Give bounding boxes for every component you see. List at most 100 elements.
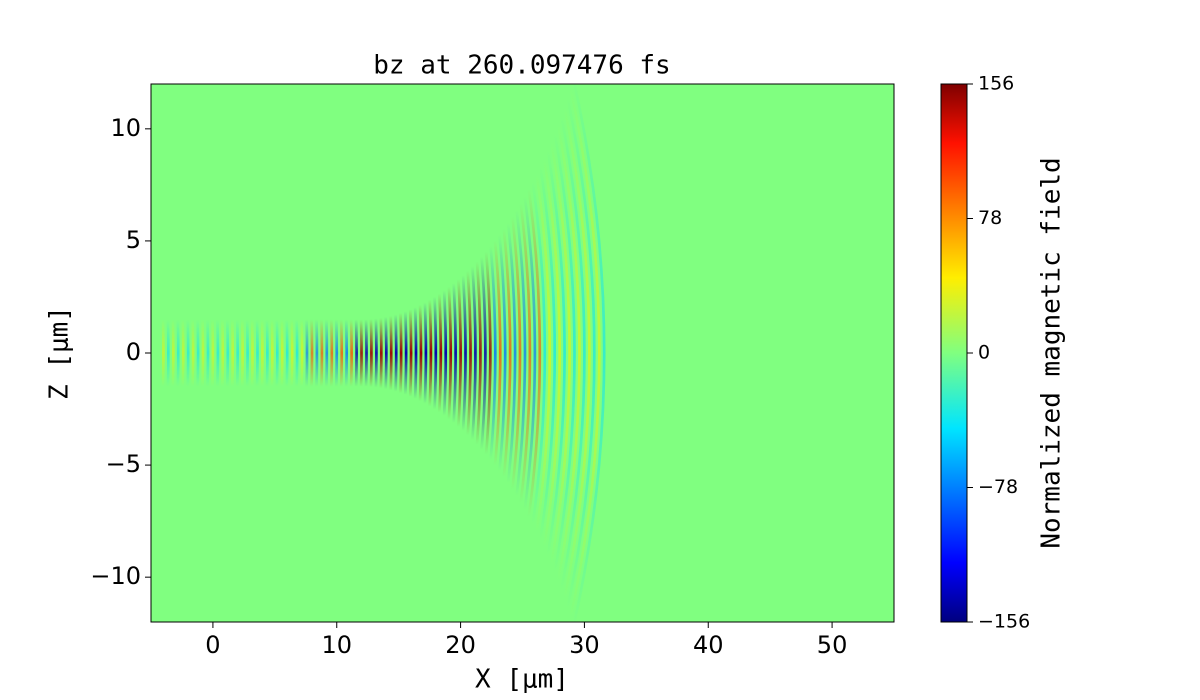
x-tick-label: 0 <box>205 631 220 659</box>
wave-front <box>452 283 457 423</box>
wave-front <box>413 307 418 399</box>
wave-front <box>519 203 532 503</box>
wave-front <box>484 251 492 455</box>
wave-front <box>300 319 304 387</box>
wave-front <box>364 319 368 387</box>
wave-front <box>535 174 552 532</box>
wave-front <box>447 286 453 420</box>
x-tick-label: 40 <box>693 631 724 659</box>
wave-front <box>225 319 230 387</box>
wave-front <box>549 141 571 565</box>
colorbar-tick-label: 78 <box>978 207 1002 229</box>
wave-front <box>349 319 353 387</box>
wave-front <box>320 319 324 387</box>
wave-front <box>171 319 175 387</box>
x-tick-label: 30 <box>569 631 600 659</box>
wave-front <box>196 319 200 387</box>
wave-front <box>354 319 358 387</box>
wave-front <box>456 279 462 427</box>
wave-front <box>235 319 240 387</box>
wave-front <box>408 309 413 397</box>
wave-front <box>569 87 601 619</box>
wave-front <box>493 240 502 466</box>
wave-front <box>418 304 423 402</box>
chart-title: bz at 260.097476 fs <box>373 51 670 81</box>
colorbar-tick-label: −78 <box>978 476 1018 498</box>
wave-front <box>475 261 482 445</box>
y-tick-label: −5 <box>106 450 141 478</box>
wave-front <box>527 189 542 517</box>
wave-front <box>437 293 443 413</box>
wave-front <box>310 319 314 387</box>
wave-front <box>265 319 269 387</box>
wave-front <box>186 319 190 387</box>
wave-front <box>161 319 165 387</box>
wave-front <box>374 318 378 388</box>
wave-front <box>344 319 349 387</box>
wave-front <box>515 209 527 497</box>
wave-front <box>369 318 373 388</box>
wave-front <box>471 266 477 440</box>
wave-front <box>542 158 562 548</box>
wave-front <box>404 311 408 395</box>
x-tick-label: 10 <box>321 631 352 659</box>
plot-background <box>151 84 894 622</box>
wave-front <box>216 319 220 387</box>
wave-front <box>461 275 467 431</box>
y-tick-label: −10 <box>90 562 141 590</box>
wave-front <box>191 319 195 387</box>
wave-front <box>556 124 581 582</box>
wave-front <box>573 84 606 622</box>
wave-front <box>399 312 403 394</box>
x-tick-label: 20 <box>445 631 476 659</box>
colorbar-label: Normalized magnetic field <box>1037 157 1067 548</box>
wave-front <box>566 97 596 609</box>
wave-front <box>334 319 339 387</box>
wave-front <box>339 319 344 387</box>
wave-front <box>523 196 537 510</box>
colorbar-tick-label: 0 <box>978 342 990 364</box>
y-tick-label: 10 <box>110 114 141 142</box>
wave-front <box>329 319 334 387</box>
wave-front <box>428 299 433 407</box>
wave-front <box>563 106 591 600</box>
wave-front <box>270 319 274 387</box>
wave-front <box>423 302 428 404</box>
wave-front <box>489 246 497 460</box>
wave-front <box>531 181 547 525</box>
wave-front <box>498 234 507 472</box>
wave-front <box>506 222 517 484</box>
wave-front <box>511 216 522 490</box>
wave-front <box>206 319 210 387</box>
colorbar <box>940 83 968 623</box>
wave-front <box>394 314 398 392</box>
wave-front <box>201 319 205 387</box>
wave-front <box>502 228 512 478</box>
wave-front <box>245 319 249 387</box>
wave-front <box>553 133 576 573</box>
field-pattern <box>161 84 606 622</box>
wave-front <box>480 256 487 450</box>
y-tick-label: 5 <box>126 226 141 254</box>
colorbar-tick-label: 156 <box>978 73 1014 95</box>
wave-front <box>433 296 438 410</box>
wave-front <box>539 166 557 540</box>
y-tick-label: 0 <box>126 338 141 366</box>
colorbar-tick-label: −156 <box>978 611 1030 633</box>
wave-front <box>280 319 284 387</box>
y-axis-label: Z [μm] <box>45 306 75 400</box>
wave-front <box>379 317 383 389</box>
x-tick-label: 50 <box>817 631 848 659</box>
wave-front <box>255 319 259 387</box>
wave-front <box>275 319 279 387</box>
wave-front <box>181 319 185 387</box>
wave-front <box>466 270 472 436</box>
x-axis-label: X [μm] <box>475 665 569 695</box>
wave-front <box>389 315 393 391</box>
wave-front <box>384 316 388 390</box>
wave-front <box>442 290 448 416</box>
wave-front <box>546 150 566 556</box>
wave-front <box>290 319 294 387</box>
wave-front <box>559 115 586 591</box>
